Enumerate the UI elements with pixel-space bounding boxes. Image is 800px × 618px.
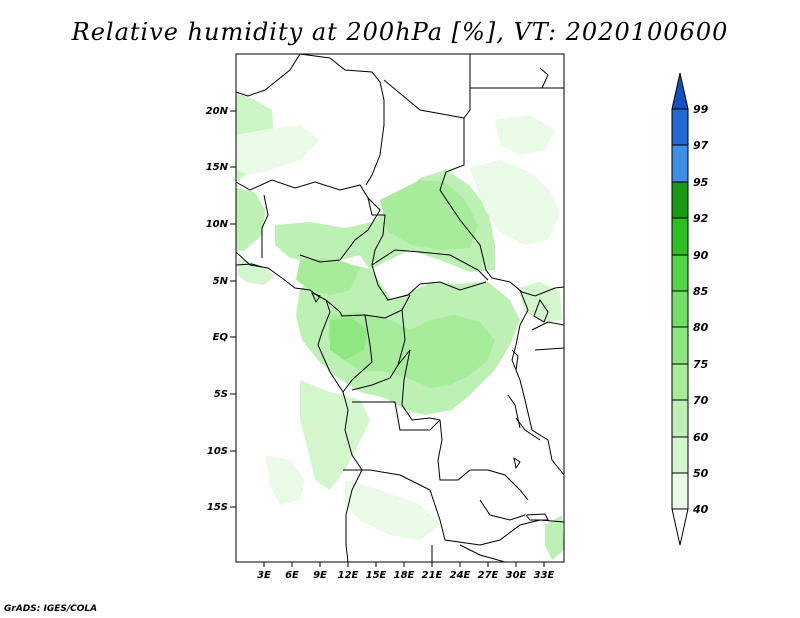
lon-label-18e: 18E	[394, 570, 415, 581]
colorbar-label-50: 50	[693, 467, 709, 480]
lat-label-eq: EQ	[213, 332, 229, 343]
lon-label-24e: 24E	[450, 570, 471, 581]
colorbar-label-60: 60	[693, 431, 709, 444]
colorbar-label-97: 97	[693, 139, 709, 152]
lat-label-20n: 20N	[206, 106, 229, 117]
colorbar-segment-80-85	[671, 290, 689, 328]
colorbar-segment-97-99	[671, 108, 689, 146]
colorbar-segment-below-40	[671, 508, 689, 546]
lon-label-3e: 3E	[257, 570, 271, 581]
lat-label-5n: 5N	[213, 276, 229, 287]
lon-label-6e: 6E	[285, 570, 299, 581]
lon-label-9e: 9E	[313, 570, 327, 581]
colorbar-segment-92-95	[671, 181, 689, 219]
lat-label-10n: 10N	[206, 219, 229, 230]
lon-label-33e: 33E	[534, 570, 555, 581]
colorbar-label-92: 92	[693, 212, 709, 225]
colorbar-label-90: 90	[693, 249, 709, 262]
map-title: Relative humidity at 200hPa [%], VT: 202…	[71, 18, 729, 46]
coastlines-borders	[235, 53, 565, 563]
colorbar-label-99: 99	[693, 103, 709, 116]
colorbar-segment-70-75	[671, 363, 689, 401]
lon-label-15e: 15E	[366, 570, 387, 581]
colorbar-label-40: 40	[692, 503, 709, 516]
lon-label-27e: 27E	[478, 570, 499, 581]
colorbar-label-75: 75	[693, 358, 709, 371]
lon-label-21e: 21E	[422, 570, 443, 581]
colorbar-segment-60-70	[671, 399, 689, 438]
colorbar-labels: 40 50 60 70 75 80 85 90 92 95 97 99	[692, 103, 709, 516]
latitude-ticks	[230, 110, 236, 508]
colorbar	[671, 72, 689, 546]
latitude-labels: 20N 15N 10N 5N EQ 5S 10S 15S	[206, 106, 229, 513]
humidity-shading	[236, 92, 564, 560]
lakes	[311, 67, 549, 521]
colorbar-segment-75-80	[671, 326, 689, 365]
colorbar-label-95: 95	[693, 176, 709, 189]
lat-label-15n: 15N	[206, 162, 229, 173]
colorbar-label-80: 80	[693, 321, 709, 334]
lat-label-5s: 5S	[214, 389, 228, 400]
longitude-ticks	[263, 562, 545, 567]
colorbar-label-70: 70	[693, 394, 709, 407]
colorbar-segment-85-90	[671, 254, 689, 292]
lat-label-15s: 15S	[207, 502, 228, 513]
colorbar-label-85: 85	[693, 285, 709, 298]
colorbar-segment-90-92	[671, 217, 689, 256]
lon-label-12e: 12E	[338, 570, 359, 581]
grads-credit: GrADS: IGES/COLA	[4, 604, 98, 614]
lon-label-30e: 30E	[506, 570, 527, 581]
colorbar-segment-above-99	[671, 72, 689, 110]
colorbar-segment-40-50	[671, 472, 689, 510]
colorbar-segment-95-97	[671, 144, 689, 183]
colorbar-segment-50-60	[671, 436, 689, 474]
longitude-labels: 3E 6E 9E 12E 15E 18E 21E 24E 27E 30E 33E	[257, 570, 554, 581]
lat-label-10s: 10S	[207, 446, 228, 457]
